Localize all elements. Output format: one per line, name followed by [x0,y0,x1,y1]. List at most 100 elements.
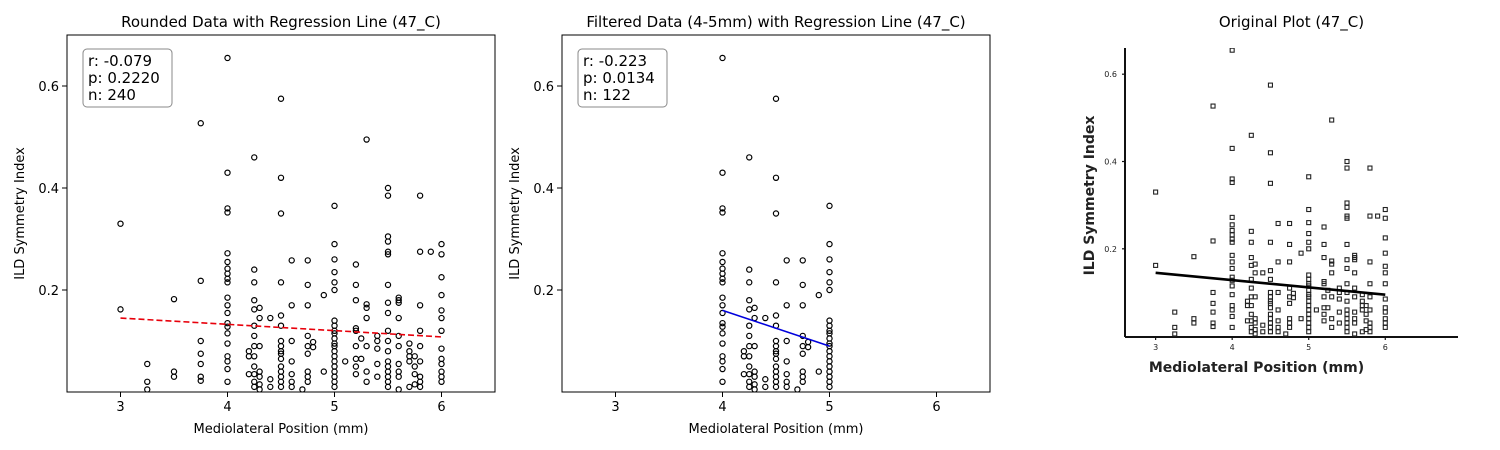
stats-text: n: 122 [583,86,631,104]
y-tick-label: 0.2 [1104,245,1117,254]
data-point [719,302,726,309]
data-point [1306,307,1312,313]
data-point [762,376,769,383]
data-point [224,319,231,327]
data-point [224,365,231,373]
y-tick-label: 0.6 [533,80,554,95]
data-point [197,277,204,285]
data-point [438,345,445,352]
data-point [384,233,392,240]
data-point [826,286,833,294]
data-point [1329,261,1335,267]
data-point [1229,236,1235,242]
data-point [772,342,780,350]
data-point [1153,262,1159,268]
data-point [411,381,418,388]
data-point [304,257,311,264]
data-point [1275,329,1281,335]
data-point [395,299,402,306]
data-point [1329,270,1335,276]
data-point [363,342,370,350]
data-point [1367,307,1373,313]
x-tick-label: 3 [116,400,124,415]
data-point [224,294,231,301]
data-point [416,383,424,391]
data-point [1252,294,1258,300]
data-point [1321,241,1327,248]
data-point [224,340,231,347]
data-point [1275,307,1281,313]
data-point [438,373,445,380]
regression-line [1155,271,1386,296]
chart-panel-2: Filtered Data (4-5mm) with Regression Li… [508,13,991,437]
chart-title: Filtered Data (4-5mm) with Regression Li… [586,13,965,32]
data-point [384,348,392,355]
x-tick-label: 4 [1230,343,1235,352]
data-point [416,358,424,365]
data-point [1344,324,1350,330]
data-point [352,370,360,378]
data-point [256,342,263,350]
data-point [1229,145,1235,151]
data-point [1306,329,1312,335]
data-point [1275,324,1281,330]
data-point [1344,316,1350,322]
y-axis-label: ILD Symmetry Index [508,147,523,280]
data-point [1275,259,1281,265]
data-point [1344,241,1350,248]
data-point [288,337,295,345]
data-point [1287,316,1293,322]
data-point [352,363,360,370]
data-point [197,360,204,368]
data-point [256,304,263,312]
data-point [826,363,833,370]
data-point [1367,329,1373,335]
data-point [1275,220,1281,227]
x-tick-label: 4 [718,400,726,415]
stats-text: n: 240 [88,86,136,104]
data-point [304,373,311,380]
data-point [772,363,780,370]
data-point [352,281,360,289]
data-point [1329,258,1335,264]
data-point [1375,213,1381,219]
data-point [1382,270,1388,276]
data-point [331,279,338,286]
data-point [352,297,360,304]
data-point [374,345,381,352]
data-point [799,368,806,375]
data-point [815,291,823,299]
data-point [1359,298,1365,304]
data-point [288,257,295,264]
data-point [438,355,445,363]
data-point [342,358,349,365]
data-point [1191,254,1197,260]
regression-line [120,317,442,338]
data-point [1306,239,1312,245]
data-point [224,330,231,337]
data-point [1306,311,1312,317]
data-point [719,275,726,282]
data-point [304,332,311,340]
data-point [1210,238,1216,244]
data-point [1287,259,1293,265]
data-point [1287,320,1293,326]
data-point [363,301,370,308]
data-point [224,275,231,282]
plot-frame [561,34,991,393]
data-point [772,210,780,217]
data-point [395,373,402,380]
data-point [267,376,274,383]
data-point [416,192,424,199]
x-axis-label: Mediolateral Position (mm) [689,422,864,437]
data-point [826,240,833,248]
data-point [363,314,370,322]
data-point [783,337,790,345]
data-point [783,302,790,309]
data-point [320,368,327,375]
data-point [288,358,295,365]
data-point [170,295,178,303]
data-point [251,370,258,378]
data-point [1321,294,1327,300]
data-point [384,248,392,255]
